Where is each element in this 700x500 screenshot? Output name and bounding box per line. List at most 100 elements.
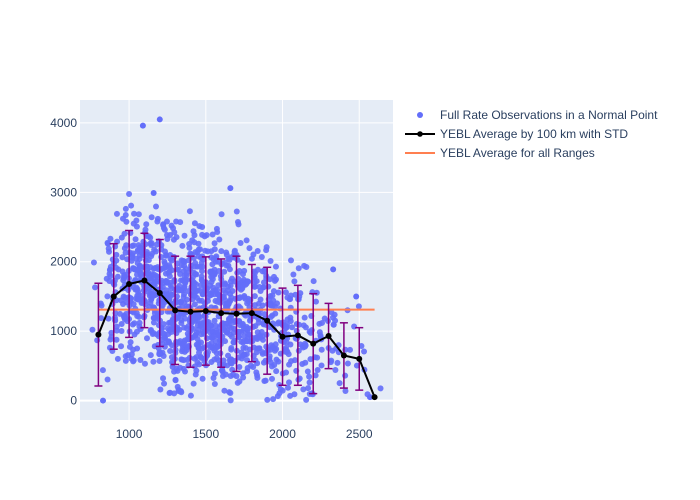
scatter-point (248, 362, 255, 369)
scatter-point (284, 384, 291, 391)
scatter-point (173, 298, 180, 305)
scatter-point (113, 251, 120, 258)
axis-ticks: 1000 1500 2000 2500 0 1000 2000 3000 4000 (50, 116, 373, 441)
legend[interactable]: Full Rate Observations in a Normal Point… (405, 108, 658, 160)
average-point (233, 310, 240, 317)
scatter-point (227, 372, 234, 379)
average-point (110, 293, 117, 300)
scatter-point (215, 329, 222, 336)
scatter-point (272, 263, 279, 270)
scatter-point (351, 323, 358, 330)
scatter-point (219, 368, 226, 375)
scatter-point (166, 264, 173, 271)
scatter-point (152, 203, 159, 210)
scatter-point (361, 348, 368, 355)
scatter-point (183, 265, 190, 272)
scatter-point (273, 356, 280, 363)
scatter-point (254, 248, 261, 255)
scatter-point (233, 208, 240, 215)
average-point (248, 310, 255, 317)
scatter-point (227, 282, 234, 289)
scatter-point (145, 269, 152, 276)
scatter-point (272, 310, 279, 317)
scatter-point (252, 283, 259, 290)
scatter-point (257, 296, 264, 303)
scatter-point (307, 329, 314, 336)
y-tick-label: 3000 (50, 185, 77, 199)
average-point (95, 331, 102, 338)
scatter-point (303, 396, 310, 403)
scatter-point (290, 271, 297, 278)
x-tick-label: 1000 (116, 427, 143, 441)
scatter-point (130, 357, 137, 364)
scatter-point (221, 268, 228, 275)
average-line-series (95, 277, 378, 401)
scatter-point (222, 338, 229, 345)
legend-item-overall[interactable]: YEBL Average for all Ranges (405, 146, 595, 160)
scatter-point (181, 232, 188, 239)
legend-label-average: YEBL Average by 100 km with STD (440, 127, 628, 141)
scatter-point (327, 359, 334, 366)
scatter-point (181, 348, 188, 355)
scatter-point (104, 239, 111, 246)
scatter-point (208, 327, 215, 334)
scatter-point (222, 280, 229, 287)
scatter-point (287, 318, 294, 325)
scatter-point (163, 218, 170, 225)
scatter-point (192, 331, 199, 338)
scatter-point (113, 336, 120, 343)
scatter-point (190, 380, 197, 387)
average-point (141, 277, 148, 284)
scatter-point (181, 284, 188, 291)
scatter-point (179, 242, 186, 249)
scatter-point (148, 214, 155, 221)
scatter-point (236, 363, 243, 370)
scatter-point (114, 273, 121, 280)
scatter-point (226, 256, 233, 263)
legend-item-scatter[interactable]: Full Rate Observations in a Normal Point (417, 108, 658, 122)
scatter-point (137, 356, 144, 363)
legend-item-average[interactable]: YEBL Average by 100 km with STD (405, 127, 628, 141)
scatter-point (135, 296, 142, 303)
y-tick-label: 4000 (50, 116, 77, 130)
scatter-point (353, 293, 360, 300)
scatter-point (274, 300, 281, 307)
scatter-point (192, 263, 199, 270)
scatter-point (321, 315, 328, 322)
scatter-point (169, 342, 176, 349)
scatter-point (132, 236, 139, 243)
scatter-point (292, 291, 299, 298)
scatter-point (221, 387, 228, 394)
scatter-point (276, 390, 283, 397)
scatter-point (251, 268, 258, 275)
scatter-point (217, 350, 224, 357)
scatter-point (171, 253, 178, 260)
scatter-point (210, 375, 217, 382)
scatter-point (246, 245, 253, 252)
scatter-point (241, 351, 248, 358)
scatter-point (291, 357, 298, 364)
scatter-point (300, 386, 307, 393)
scatter-point (301, 314, 308, 321)
scatter-point (134, 271, 141, 278)
scatter-point (121, 272, 128, 279)
scatter-point (157, 386, 164, 393)
scatter-point (161, 258, 168, 265)
scatter-point (215, 282, 222, 289)
scatter-point (218, 248, 225, 255)
scatter-point (113, 257, 120, 264)
scatter-point (342, 387, 349, 394)
scatter-point (199, 375, 206, 382)
scatter-point (176, 326, 183, 333)
x-tick-label: 2000 (269, 427, 296, 441)
scatter-point (105, 245, 112, 252)
scatter-point (318, 346, 325, 353)
scatter-point (240, 374, 247, 381)
scatter-point (193, 281, 200, 288)
scatter-point (302, 342, 309, 349)
scatter-point (150, 319, 157, 326)
scatter-point (212, 258, 219, 265)
average-point (279, 333, 286, 340)
scatter-point (182, 368, 189, 375)
scatter-point (181, 299, 188, 306)
